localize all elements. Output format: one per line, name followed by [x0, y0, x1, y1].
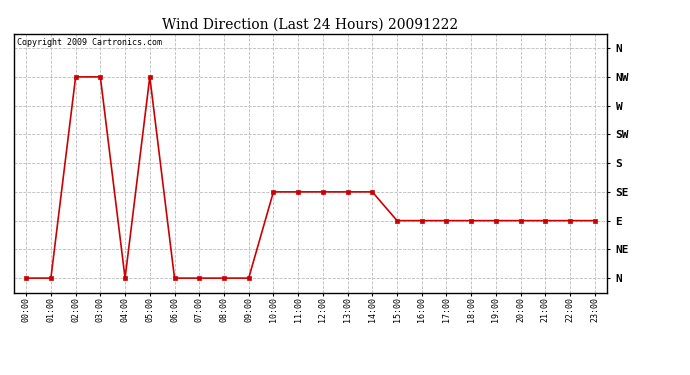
Text: Copyright 2009 Cartronics.com: Copyright 2009 Cartronics.com — [17, 38, 161, 46]
Title: Wind Direction (Last 24 Hours) 20091222: Wind Direction (Last 24 Hours) 20091222 — [162, 17, 459, 31]
